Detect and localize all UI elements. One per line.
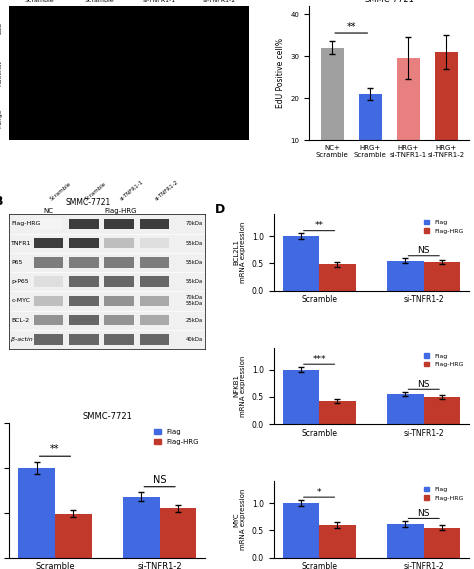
Text: si-TNFR1-1: si-TNFR1-1 — [119, 179, 145, 202]
FancyBboxPatch shape — [139, 334, 169, 345]
FancyBboxPatch shape — [139, 257, 169, 267]
Text: 55kDa: 55kDa — [186, 279, 203, 284]
Bar — [387, 394, 424, 424]
Legend: Flag, Flag-HRG: Flag, Flag-HRG — [422, 484, 466, 504]
Bar — [319, 265, 356, 291]
Bar — [387, 261, 424, 291]
Text: *: * — [317, 488, 321, 497]
Text: **: ** — [346, 22, 356, 32]
Text: NS: NS — [418, 380, 430, 389]
Bar — [321, 48, 344, 183]
FancyBboxPatch shape — [69, 334, 99, 345]
Text: Flag-HRG: Flag-HRG — [11, 221, 41, 226]
FancyBboxPatch shape — [104, 277, 134, 287]
FancyBboxPatch shape — [34, 218, 64, 229]
Text: 55kDa: 55kDa — [186, 241, 203, 246]
FancyBboxPatch shape — [69, 218, 99, 229]
Text: Hoechst: Hoechst — [0, 60, 2, 86]
FancyBboxPatch shape — [34, 257, 64, 267]
Bar — [319, 525, 356, 558]
Title: SMMC-7721: SMMC-7721 — [365, 0, 414, 3]
Text: 40kDa: 40kDa — [186, 337, 203, 342]
Bar — [319, 401, 356, 424]
FancyBboxPatch shape — [139, 277, 169, 287]
Text: Scramble: Scramble — [84, 182, 107, 202]
Text: **: ** — [50, 444, 60, 455]
Text: Scramble: Scramble — [49, 182, 72, 202]
Text: NS: NS — [418, 246, 430, 255]
FancyBboxPatch shape — [69, 277, 99, 287]
FancyBboxPatch shape — [69, 257, 99, 267]
Y-axis label: EdU Positive cell%: EdU Positive cell% — [276, 38, 285, 108]
FancyBboxPatch shape — [104, 334, 134, 345]
Y-axis label: NFKB1
mRNA expression: NFKB1 mRNA expression — [233, 355, 246, 417]
FancyBboxPatch shape — [104, 238, 134, 249]
Text: P65: P65 — [11, 260, 23, 265]
Bar — [123, 497, 160, 558]
FancyBboxPatch shape — [104, 315, 134, 325]
FancyBboxPatch shape — [34, 277, 64, 287]
Text: β-actin: β-actin — [11, 337, 33, 342]
FancyBboxPatch shape — [34, 296, 64, 306]
Text: Flag-HRG: Flag-HRG — [105, 208, 137, 214]
Text: 25kDa: 25kDa — [186, 318, 203, 323]
Text: NS: NS — [418, 509, 430, 518]
FancyBboxPatch shape — [139, 238, 169, 249]
Legend: Flag, Flag-HRG: Flag, Flag-HRG — [422, 217, 466, 236]
FancyBboxPatch shape — [104, 257, 134, 267]
Legend: Flag, Flag-HRG: Flag, Flag-HRG — [151, 427, 201, 447]
Text: NS: NS — [153, 475, 166, 485]
Text: EdU: EdU — [0, 22, 2, 34]
Y-axis label: MYC
mRNA expression: MYC mRNA expression — [233, 489, 246, 550]
Bar — [160, 508, 196, 558]
Bar — [397, 58, 420, 183]
FancyBboxPatch shape — [34, 315, 64, 325]
Bar — [387, 524, 424, 558]
Text: NC
Scramble: NC Scramble — [25, 0, 55, 3]
FancyBboxPatch shape — [69, 315, 99, 325]
Bar — [359, 94, 382, 183]
Text: si-TNFR1-2: si-TNFR1-2 — [203, 0, 236, 3]
Text: p-P65: p-P65 — [11, 279, 29, 284]
FancyBboxPatch shape — [34, 238, 64, 249]
Text: B: B — [0, 195, 3, 208]
FancyBboxPatch shape — [69, 238, 99, 249]
Legend: Flag, Flag-HRG: Flag, Flag-HRG — [422, 351, 466, 370]
Text: BCL-2: BCL-2 — [11, 318, 29, 323]
Text: **: ** — [315, 221, 324, 230]
Y-axis label: BCL2L1
mRNA expression: BCL2L1 mRNA expression — [233, 222, 246, 283]
FancyBboxPatch shape — [104, 218, 134, 229]
Text: SMMC-7721: SMMC-7721 — [65, 198, 110, 207]
Text: 70kDa: 70kDa — [186, 221, 203, 226]
Bar — [424, 397, 460, 424]
FancyBboxPatch shape — [104, 296, 134, 306]
FancyBboxPatch shape — [139, 296, 169, 306]
Text: TNFR1: TNFR1 — [11, 241, 32, 246]
FancyBboxPatch shape — [139, 315, 169, 325]
Bar — [283, 236, 319, 291]
Bar — [435, 52, 458, 183]
FancyBboxPatch shape — [69, 296, 99, 306]
Bar — [283, 503, 319, 558]
Text: ***: *** — [312, 354, 326, 364]
Text: si-TNFR1-2: si-TNFR1-2 — [154, 179, 180, 202]
Bar — [424, 527, 460, 558]
FancyBboxPatch shape — [34, 334, 64, 345]
Text: c-MYC: c-MYC — [11, 298, 30, 303]
Title: SMMC-7721: SMMC-7721 — [82, 412, 132, 421]
Bar — [18, 468, 55, 558]
Text: 55kDa: 55kDa — [186, 260, 203, 265]
Bar — [424, 262, 460, 291]
Text: D: D — [215, 203, 225, 216]
Bar — [283, 370, 319, 424]
Text: Scramble: Scramble — [85, 0, 114, 3]
Text: NC: NC — [44, 208, 54, 214]
FancyBboxPatch shape — [139, 218, 169, 229]
Text: 70kDa
55kDa: 70kDa 55kDa — [186, 295, 203, 306]
Text: si-TNFR1-1: si-TNFR1-1 — [143, 0, 176, 3]
Bar — [55, 514, 91, 558]
Text: Merge: Merge — [0, 108, 2, 127]
